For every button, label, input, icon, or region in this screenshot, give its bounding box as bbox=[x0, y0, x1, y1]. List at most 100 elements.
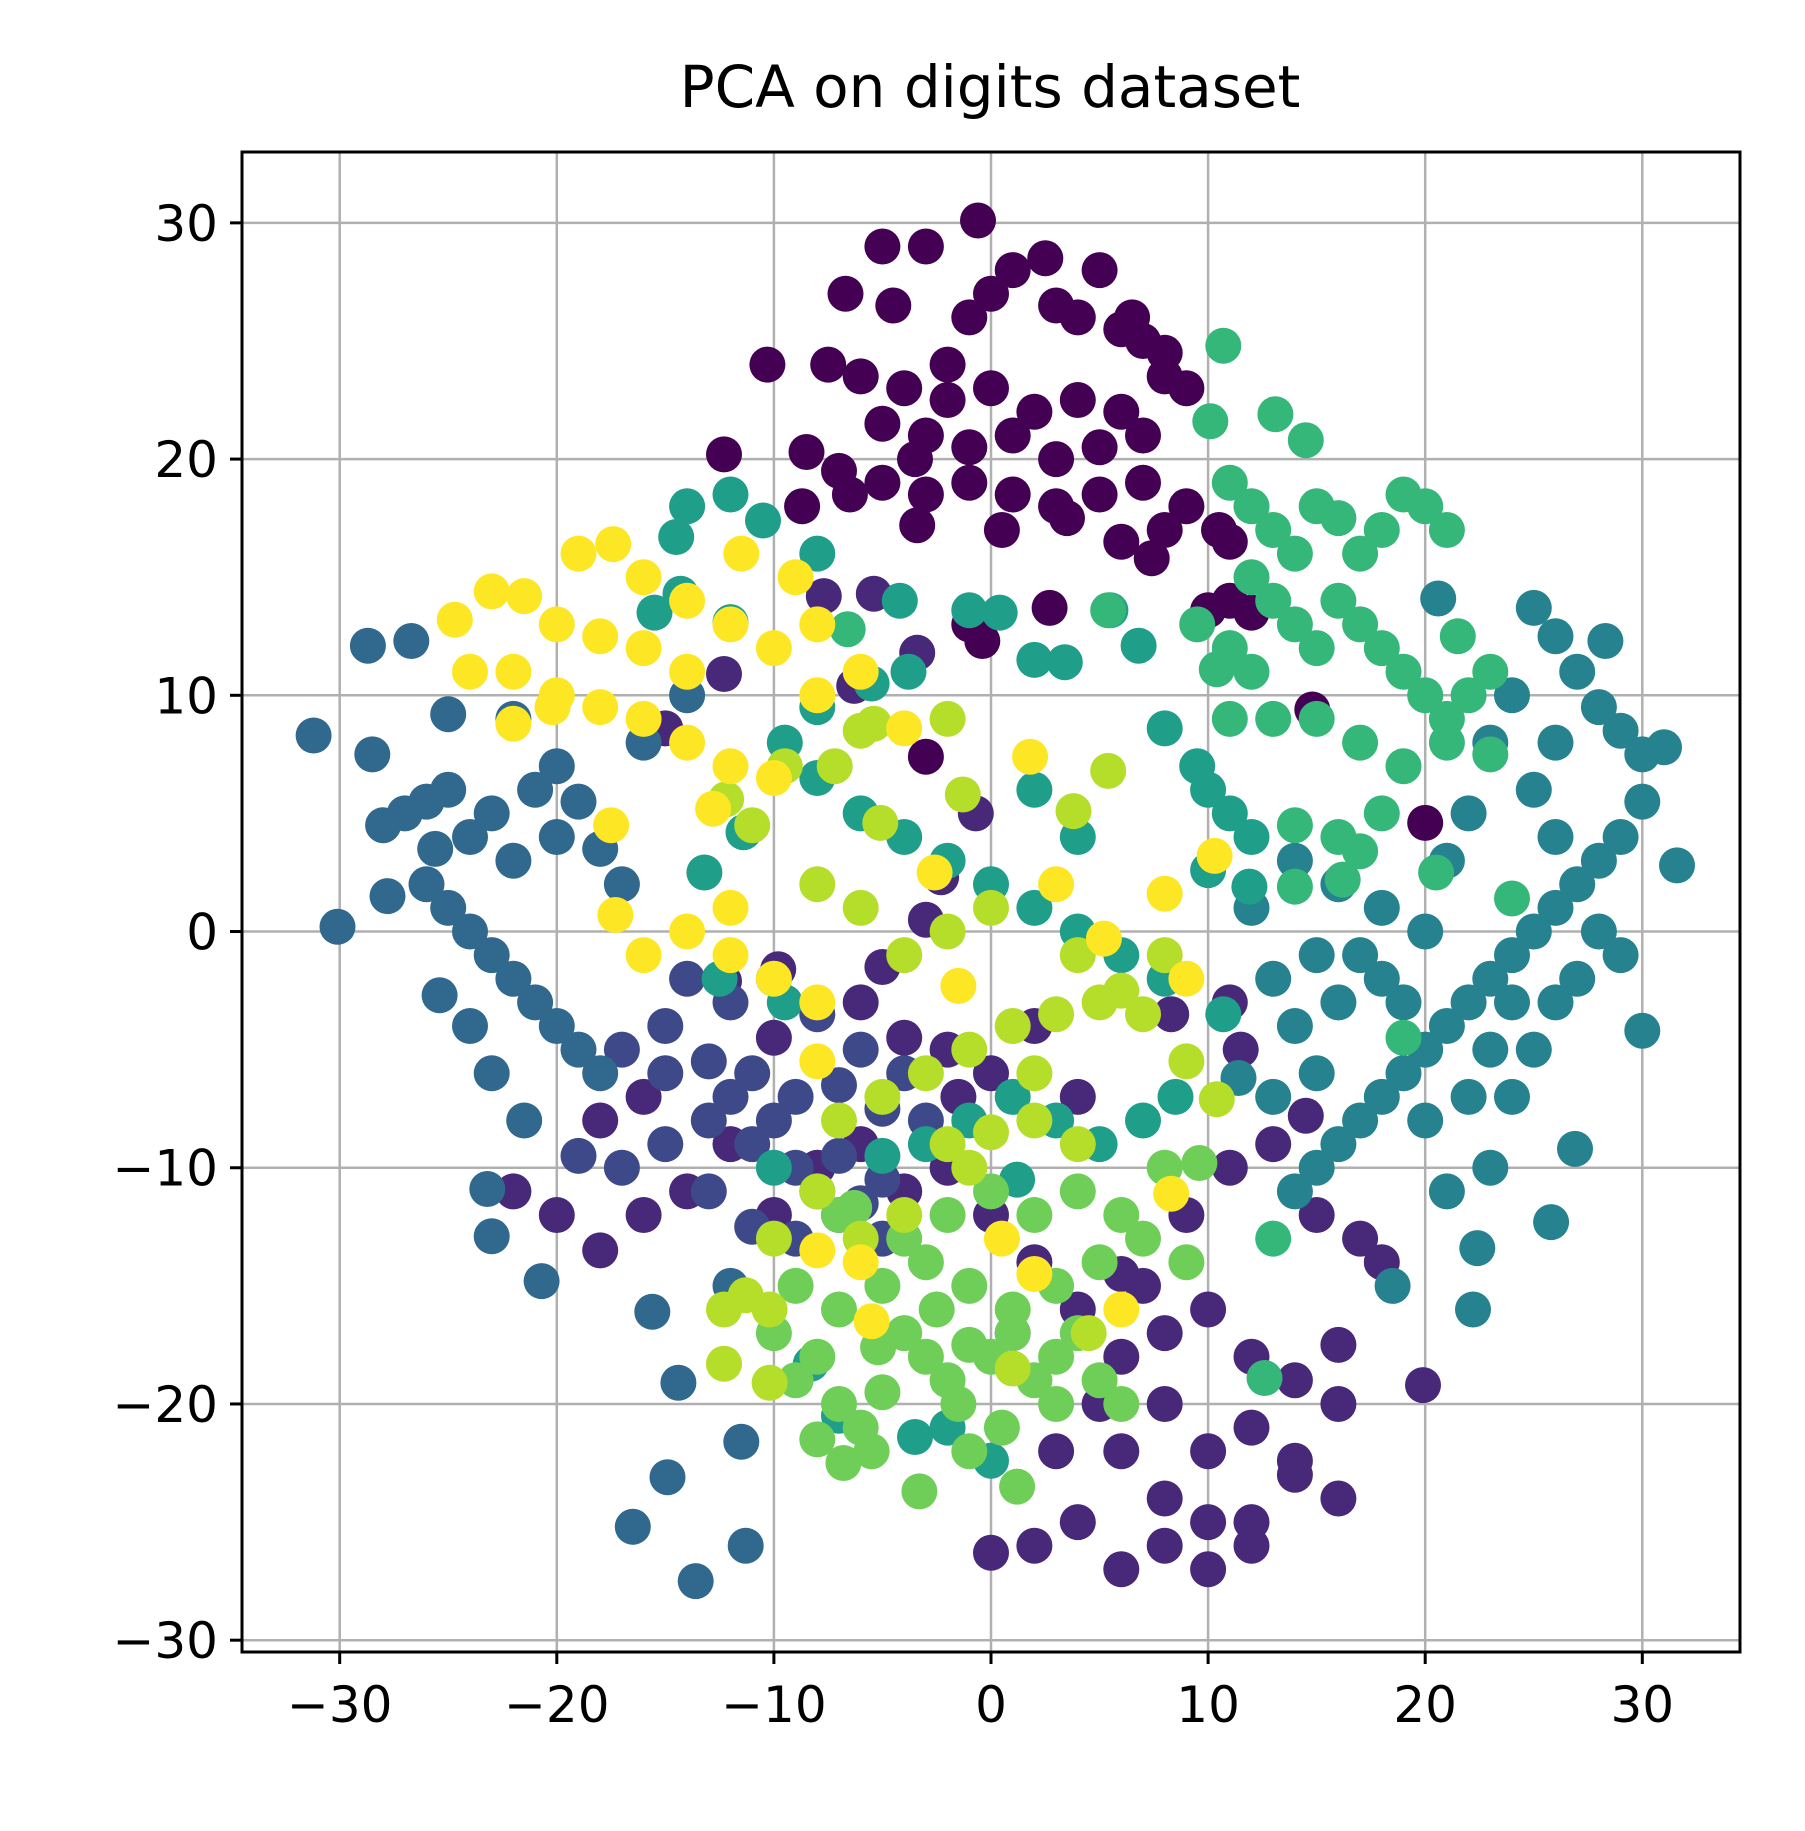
scatter-point bbox=[1103, 523, 1140, 560]
scatter-point bbox=[755, 1220, 792, 1257]
scatter-point bbox=[1537, 889, 1574, 926]
scatter-point bbox=[1320, 984, 1357, 1021]
scatter-point bbox=[1320, 1326, 1357, 1363]
scatter-point bbox=[1407, 677, 1444, 714]
scatter-point bbox=[1103, 393, 1140, 430]
scatter-point bbox=[538, 1008, 575, 1044]
y-tick-label: 20 bbox=[154, 431, 218, 489]
scatter-point bbox=[805, 578, 842, 615]
scatter-point bbox=[1090, 752, 1127, 789]
scatter-point bbox=[1472, 960, 1509, 997]
scatter-point bbox=[1211, 630, 1248, 667]
scatter-point bbox=[1016, 1055, 1053, 1092]
scatter-point bbox=[1624, 783, 1661, 820]
scatter-point bbox=[603, 1149, 640, 1186]
scatter-point bbox=[1646, 729, 1682, 766]
scatter-point bbox=[452, 1008, 488, 1044]
scatter-point bbox=[1233, 488, 1270, 525]
scatter-point bbox=[625, 630, 662, 667]
scatter-point bbox=[1320, 1480, 1357, 1517]
scatter-point bbox=[983, 512, 1020, 548]
scatter-point bbox=[842, 358, 879, 395]
scatter-point bbox=[907, 228, 944, 265]
scatter-point bbox=[951, 299, 988, 336]
scatter-point bbox=[842, 653, 879, 690]
scatter-point bbox=[625, 559, 662, 596]
scatter-point bbox=[1016, 771, 1053, 808]
scatter-point bbox=[1059, 1504, 1096, 1541]
scatter-point bbox=[1233, 1504, 1270, 1541]
series-class-3 bbox=[295, 623, 764, 1600]
x-tick-label: −10 bbox=[721, 1676, 827, 1734]
scatter-point bbox=[1363, 630, 1400, 667]
scatter-point bbox=[1211, 523, 1248, 560]
scatter-point bbox=[1103, 1197, 1140, 1233]
scatter-point bbox=[473, 573, 510, 610]
scatter-point bbox=[430, 696, 467, 733]
scatter-point bbox=[560, 535, 597, 572]
scatter-point bbox=[1587, 623, 1624, 659]
series-class-8 bbox=[706, 700, 1235, 1401]
scatter-point bbox=[1276, 868, 1313, 905]
scatter-point bbox=[647, 1008, 684, 1044]
scatter-point bbox=[799, 1338, 836, 1375]
scatter-point bbox=[1342, 1220, 1379, 1257]
scatter-point bbox=[1420, 580, 1457, 617]
scatter-point bbox=[1363, 889, 1400, 926]
scatter-point bbox=[1205, 996, 1242, 1033]
scatter-point bbox=[886, 1019, 923, 1056]
scatter-point bbox=[973, 1173, 1009, 1210]
scatter-point bbox=[994, 417, 1031, 454]
scatter-point bbox=[1168, 960, 1205, 997]
scatter-point bbox=[1320, 1386, 1357, 1422]
scatter-point bbox=[686, 854, 723, 891]
x-tick-label: 10 bbox=[1176, 1676, 1240, 1734]
scatter-point bbox=[755, 1149, 792, 1186]
scatter-point bbox=[1363, 795, 1400, 832]
scatter-point bbox=[1494, 937, 1530, 974]
scatter-point bbox=[1046, 644, 1083, 681]
scatter-point bbox=[1342, 535, 1379, 572]
scatter-point bbox=[788, 434, 825, 470]
scatter-point bbox=[994, 1291, 1031, 1328]
scatter-point bbox=[436, 601, 473, 638]
scatter-point bbox=[706, 1345, 742, 1382]
y-tick-label: 30 bbox=[154, 195, 218, 253]
scatter-point bbox=[582, 1055, 619, 1092]
scatter-point bbox=[1374, 1267, 1411, 1304]
scatter-point bbox=[864, 1374, 901, 1411]
scatter-point bbox=[973, 889, 1009, 926]
scatter-point bbox=[1494, 677, 1530, 714]
scatter-point bbox=[983, 1409, 1020, 1446]
scatter-point bbox=[695, 790, 732, 827]
scatter-point bbox=[1342, 724, 1379, 761]
scatter-point bbox=[517, 771, 554, 808]
scatter-point bbox=[886, 937, 923, 974]
scatter-point bbox=[1038, 1433, 1075, 1470]
scatter-point bbox=[469, 1171, 506, 1207]
scatter-point bbox=[1190, 771, 1227, 808]
scatter-point bbox=[1428, 1008, 1465, 1044]
scatter-point bbox=[951, 1031, 988, 1068]
scatter-point bbox=[625, 1197, 662, 1233]
scatter-point bbox=[1407, 913, 1444, 950]
scatter-point bbox=[842, 1031, 879, 1068]
scatter-point bbox=[1602, 937, 1639, 974]
scatter-point bbox=[1298, 630, 1335, 667]
scatter-point bbox=[784, 488, 821, 525]
scatter-point bbox=[582, 1102, 619, 1139]
scatter-point bbox=[1320, 500, 1357, 537]
scatter-point bbox=[799, 866, 836, 903]
scatter-point bbox=[1405, 1367, 1441, 1404]
scatter-point bbox=[1276, 1173, 1313, 1210]
scatter-point bbox=[842, 984, 879, 1021]
scatter-point bbox=[881, 582, 918, 619]
scatter-point bbox=[853, 1303, 890, 1340]
scatter-point bbox=[1233, 559, 1270, 596]
scatter-point bbox=[1038, 996, 1075, 1033]
scatter-point bbox=[734, 807, 771, 844]
scatter-point bbox=[1320, 1126, 1357, 1163]
scatter-point bbox=[473, 937, 510, 974]
scatter-point bbox=[816, 748, 853, 785]
scatter-point bbox=[918, 1291, 955, 1328]
